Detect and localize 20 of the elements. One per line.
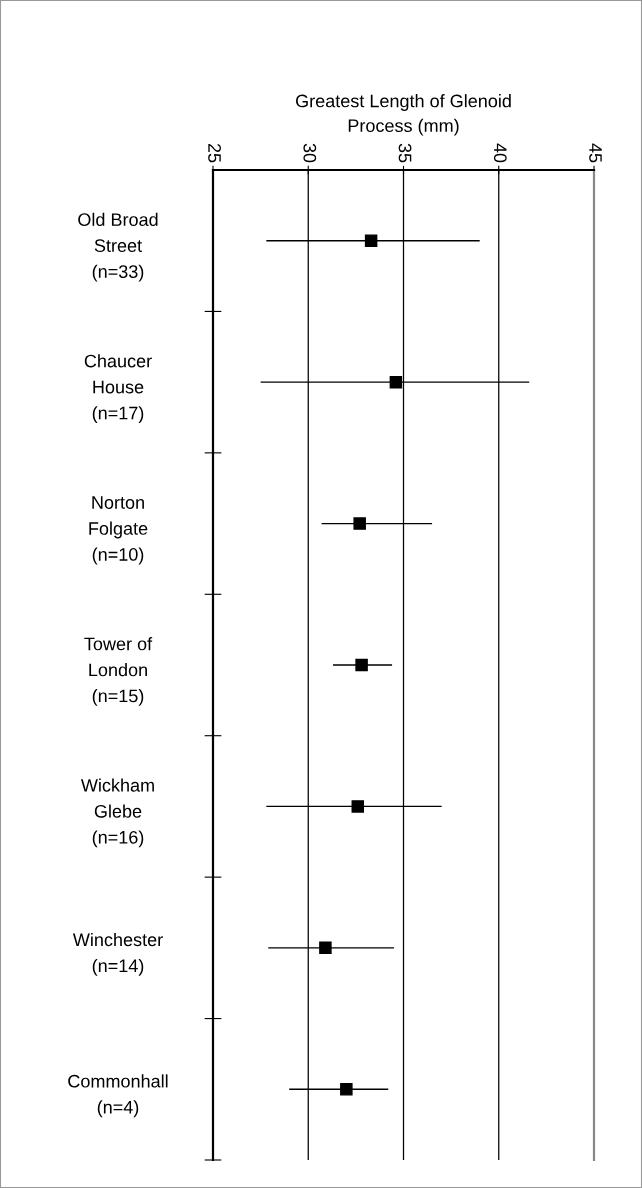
point <box>353 517 366 530</box>
y-tick-label: Tower of London (n=15) <box>84 637 153 706</box>
y-tick-label: Norton Folgate (n=10) <box>89 496 148 565</box>
point <box>364 234 378 247</box>
point <box>355 658 368 672</box>
point <box>319 941 332 955</box>
point <box>340 1083 353 1096</box>
y-tick-label: Commonhall (n=4) <box>68 1074 168 1118</box>
x-tick-label: 35 <box>398 143 412 163</box>
y-tick-label: Winchester (n=14) <box>72 932 163 976</box>
x-tick-label: 25 <box>208 143 221 163</box>
x-axis-title: Greatest Length of Glenoid Process (mm) <box>296 94 511 136</box>
y-tick-label: Old Broad Street (n=33) <box>78 212 158 282</box>
point <box>351 800 365 813</box>
y-tick-label: Chaucer House (n=17) <box>84 354 152 423</box>
x-tick-label: 30 <box>303 143 317 163</box>
y-tick-label: Wickham Glebe (n=16) <box>80 778 154 848</box>
point <box>389 375 403 389</box>
x-tick-label: 40 <box>493 143 507 163</box>
x-tick-label: 45 <box>589 143 602 163</box>
